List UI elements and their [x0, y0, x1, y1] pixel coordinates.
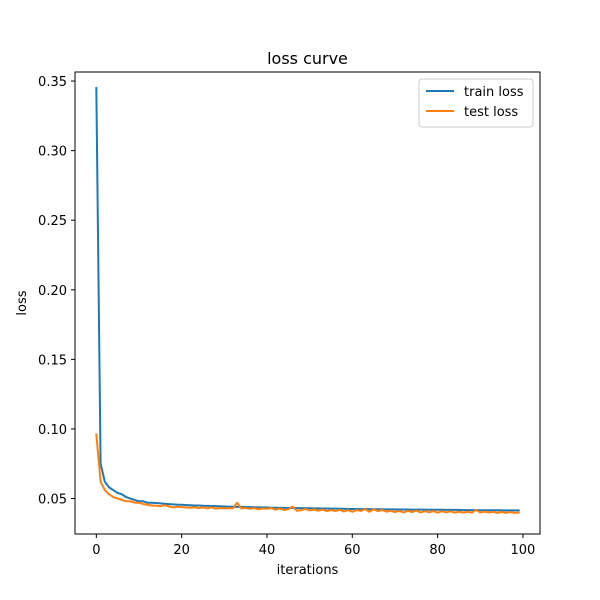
y-tick-label: 0.20 — [38, 284, 67, 299]
y-tick-label: 0.30 — [38, 145, 67, 160]
y-tick-label: 0.05 — [38, 493, 67, 508]
y-tick-label: 0.25 — [38, 214, 67, 229]
series-lines-layer — [95, 86, 520, 514]
y-axis-ticks: 0.05 0.10 0.15 0.20 0.25 0.30 0.35 — [38, 75, 75, 508]
x-tick-label: 100 — [511, 543, 536, 558]
series-line-train-loss — [95, 86, 520, 512]
y-axis-label: loss — [15, 290, 30, 315]
legend-label-train-loss: train loss — [464, 85, 524, 100]
x-tick-label: 0 — [92, 543, 100, 558]
y-tick-label: 0.15 — [38, 353, 67, 368]
x-tick-label: 80 — [429, 543, 446, 558]
y-tick-label: 0.10 — [38, 423, 67, 438]
x-tick-label: 20 — [173, 543, 190, 558]
x-tick-label: 40 — [259, 543, 276, 558]
x-tick-label: 60 — [344, 543, 361, 558]
x-axis-label: iterations — [277, 563, 339, 578]
x-axis-ticks: 0 20 40 60 80 100 — [92, 534, 535, 558]
legend: train loss test loss — [418, 78, 534, 128]
legend-label-test-loss: test loss — [464, 105, 518, 120]
plot-area-frame — [74, 71, 541, 535]
y-tick-label: 0.35 — [38, 75, 67, 90]
chart-title: loss curve — [267, 49, 348, 68]
series-line-test-loss — [95, 433, 520, 514]
